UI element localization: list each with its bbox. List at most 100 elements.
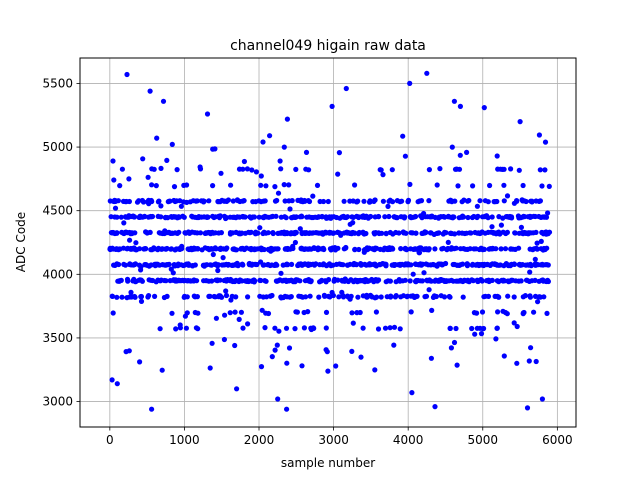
data-point (268, 248, 274, 254)
data-point (291, 230, 298, 236)
data-point (109, 293, 115, 299)
data-point (317, 262, 323, 268)
data-point (390, 199, 396, 205)
data-point (418, 198, 425, 204)
data-point (432, 246, 438, 252)
data-point (218, 170, 224, 176)
data-point (356, 246, 362, 253)
data-point (275, 190, 282, 196)
data-point (231, 214, 237, 220)
data-point (158, 165, 164, 171)
data-point (388, 294, 394, 300)
data-point (334, 214, 340, 221)
data-point (402, 153, 408, 159)
data-point (283, 325, 290, 331)
data-point (538, 246, 544, 252)
data-point (251, 278, 257, 284)
data-point (499, 277, 505, 283)
x-tick-label: 1000 (169, 433, 200, 447)
data-point (152, 263, 158, 269)
x-axis-ticks: 0 1000 2000 3000 4000 5000 6000 (106, 427, 573, 447)
data-point (256, 214, 262, 220)
data-point (133, 240, 139, 246)
data-point (241, 158, 247, 165)
data-point (474, 325, 480, 331)
data-point (361, 230, 367, 236)
data-point (355, 198, 361, 204)
data-point (453, 325, 459, 332)
outlier-point (124, 71, 130, 78)
data-point (283, 215, 289, 221)
data-point (323, 309, 330, 315)
data-point (538, 238, 544, 244)
data-point (459, 230, 465, 236)
data-point (238, 309, 244, 315)
data-point (438, 261, 444, 267)
data-point (110, 158, 116, 164)
data-point (400, 214, 406, 220)
data-point (227, 310, 233, 316)
data-point (350, 320, 356, 326)
data-point (237, 214, 243, 220)
data-point (211, 293, 217, 300)
data-point (429, 307, 435, 313)
data-point (319, 277, 325, 283)
data-point (366, 245, 373, 251)
data-point (197, 166, 204, 172)
data-point (172, 277, 178, 284)
data-point (165, 199, 171, 205)
data-point (120, 198, 127, 204)
data-point (130, 246, 136, 252)
data-point (333, 363, 339, 369)
data-point (107, 198, 113, 204)
data-point (358, 354, 364, 360)
data-point (536, 213, 542, 220)
data-point (371, 247, 378, 253)
data-point (486, 278, 492, 285)
data-point (418, 262, 424, 268)
outlier-point (432, 404, 438, 410)
data-point (310, 193, 316, 199)
data-point (136, 198, 142, 204)
data-point (308, 326, 314, 333)
data-point (545, 277, 551, 283)
data-point (341, 198, 347, 204)
data-point (272, 325, 278, 331)
outlier-point (284, 406, 290, 412)
data-point (434, 182, 440, 188)
data-point (354, 310, 360, 316)
data-point (206, 293, 212, 299)
data-point (383, 279, 389, 285)
data-point (389, 245, 395, 251)
data-point (516, 167, 522, 173)
data-point (392, 294, 398, 300)
data-point (205, 214, 211, 220)
data-point (465, 278, 471, 284)
data-point (516, 278, 522, 284)
data-point (219, 197, 225, 203)
data-point (446, 293, 452, 300)
data-point (232, 342, 238, 349)
data-point (532, 277, 538, 283)
data-point (352, 182, 358, 188)
data-point (225, 262, 231, 268)
data-point (260, 139, 266, 145)
data-point (461, 246, 467, 252)
data-point (189, 229, 195, 235)
data-point (460, 214, 467, 220)
data-point (411, 294, 417, 300)
data-point (532, 256, 538, 262)
data-point (284, 230, 290, 236)
data-point (272, 198, 279, 204)
data-point (198, 198, 204, 204)
data-point (372, 262, 378, 268)
data-point (508, 277, 515, 283)
data-point (144, 199, 151, 205)
x-axis-label: sample number (281, 456, 375, 470)
data-point (338, 261, 344, 268)
data-point (527, 269, 533, 275)
data-point (452, 231, 458, 237)
data-point (286, 198, 292, 204)
data-point (231, 246, 237, 252)
data-point (405, 199, 411, 205)
